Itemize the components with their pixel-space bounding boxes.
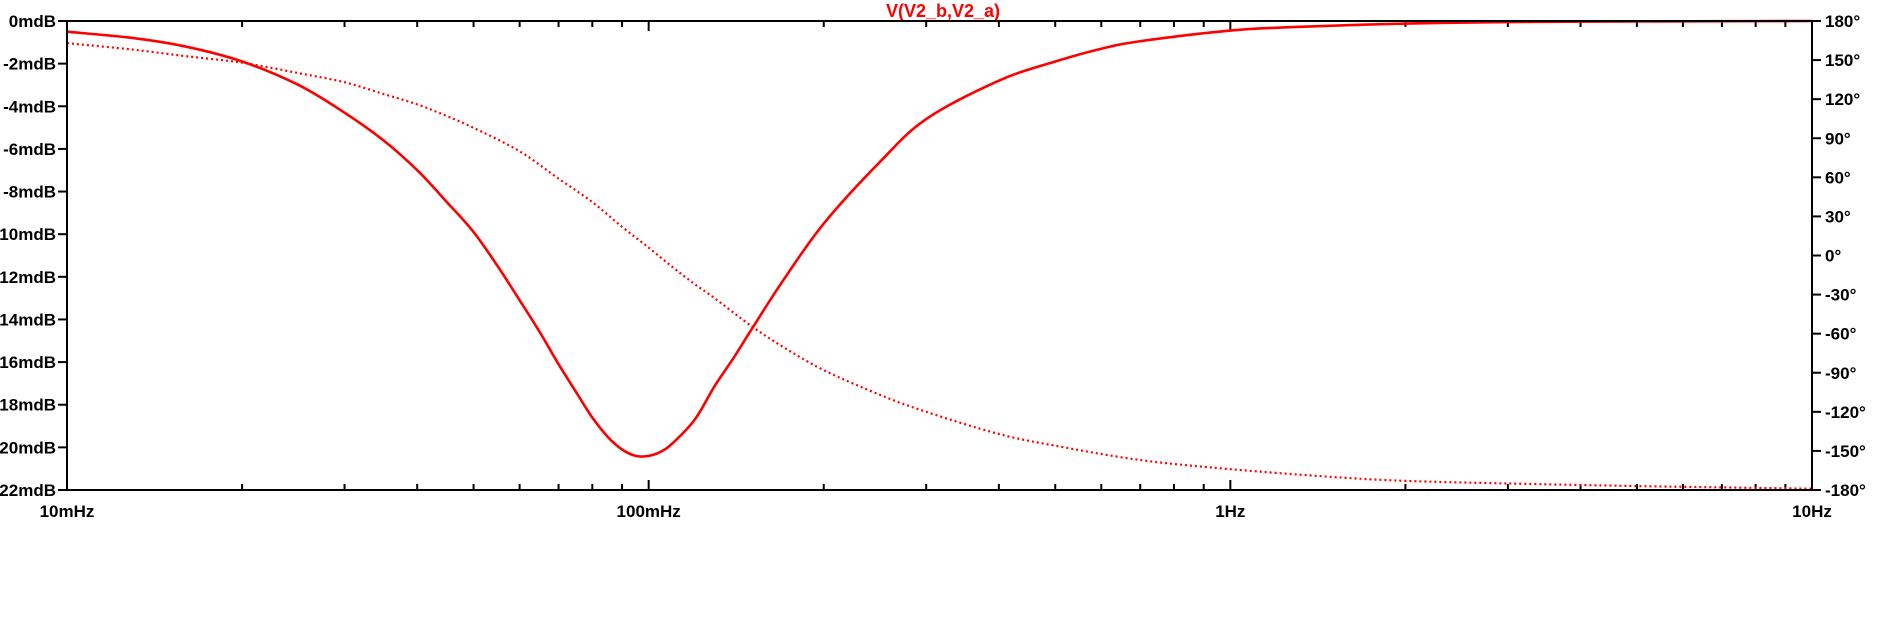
y-right-tick-label: 150°: [1825, 51, 1860, 70]
y-left-tick-label: -2mdB: [3, 55, 56, 74]
y-right-tick-label: 0°: [1825, 247, 1841, 266]
plot-frame: [66, 20, 1813, 491]
y-left-tick-label: -4mdB: [3, 97, 56, 116]
y-right-tick-label: -30°: [1825, 286, 1857, 305]
y-left-tick-label: -20mdB: [0, 438, 56, 457]
y-right-tick-label: 60°: [1825, 168, 1851, 187]
phase-curve: [66, 42, 1813, 490]
x-tick-label: 10Hz: [1792, 502, 1832, 521]
y-right-tick-label: 120°: [1825, 90, 1860, 109]
y-right-tick-label: -180°: [1825, 481, 1866, 500]
y-right-tick-label: -60°: [1825, 325, 1857, 344]
y-left-tick-label: -6mdB: [3, 140, 56, 159]
x-tick-label: 100mHz: [617, 502, 681, 521]
x-tick-label: 1Hz: [1215, 502, 1245, 521]
y-right-tick-label: -90°: [1825, 364, 1857, 383]
y-right-tick-label: 180°: [1825, 12, 1860, 31]
y-left-tick-label: -12mdB: [0, 268, 56, 287]
y-left-tick-label: -14mdB: [0, 310, 56, 329]
y-left-tick-label: 0mdB: [9, 12, 56, 31]
y-left-tick-label: -16mdB: [0, 353, 56, 372]
y-left-tick-label: -8mdB: [3, 183, 56, 202]
axis-tick-labels: 10mHz 100mHz 1Hz 10Hz 0mdB -2mdB -4mdB -6mdB -8m…: [0, 12, 1866, 521]
y-right-tick-label: 30°: [1825, 207, 1851, 226]
chart-title: V(V2_b,V2_a): [886, 1, 1000, 21]
magnitude-curve: [66, 19, 1813, 458]
x-tick-label: 10mHz: [40, 502, 95, 521]
y-right-tick-label: -150°: [1825, 442, 1866, 461]
y-right-tick-label: 90°: [1825, 129, 1851, 148]
y-left-tick-label: -18mdB: [0, 396, 56, 415]
series-layer: [66, 19, 1813, 490]
y-left-tick-label: -22mdB: [0, 481, 56, 500]
y-right-tick-label: -120°: [1825, 403, 1866, 422]
y-left-tick-label: -10mdB: [0, 225, 56, 244]
